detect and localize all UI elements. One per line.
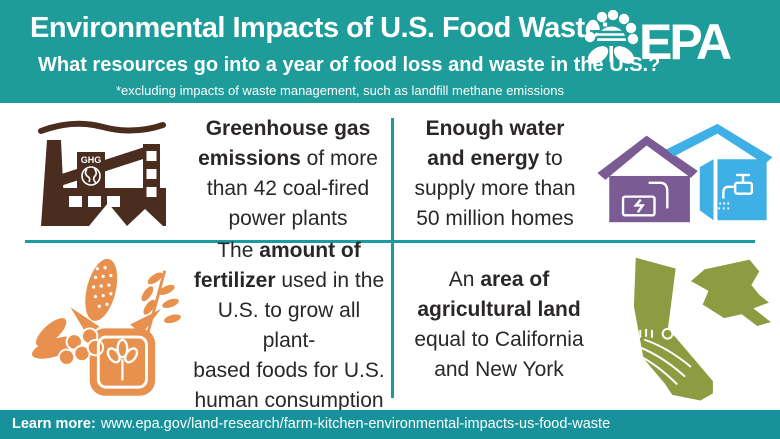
houses-water-energy-icon [593,114,777,234]
quadrant-text: Enough water and energy to supply more t… [414,117,576,230]
quadrant-text: The amount of fertilizer used in the U.S… [193,239,385,412]
factory-ghg-icon: GHG [25,118,187,230]
california-new-york-icon [601,246,777,404]
footer-bar: Learn more: www.epa.gov/land-research/far… [0,410,780,439]
page-title: Environmental Impacts of U.S. Food Waste… [30,12,610,44]
quadrant-water-energy: Enough water and energy to supply more t… [397,110,777,238]
quadrant-greenhouse-gas: GHG Greenhouse gas emissions of more tha… [25,110,389,238]
epa-logo-icon: EPA [584,10,734,70]
footnote-text: *excluding impacts of waste management, … [115,83,564,98]
horizontal-divider [25,240,755,243]
page-subtitle: What resources go into a year of food lo… [38,54,661,76]
quadrant-agricultural-land: An area of agricultural land equal to Ca… [397,244,777,406]
epa-logo-text: EPA [639,14,731,70]
quadrant-fertilizer: The amount of fertilizer used in the U.S… [25,239,389,412]
header-banner: Environmental Impacts of U.S. Food Waste… [0,0,780,103]
quadrant-text: Greenhouse gas emissions of more than 42… [198,117,378,230]
footer-url-link[interactable]: www.epa.gov/land-research/farm-kitchen-e… [100,416,611,432]
vertical-divider [391,118,394,398]
factory-ghg-label: GHG [81,155,102,165]
quadrant-text: An area of agricultural land equal to Ca… [414,268,584,381]
fertilizer-sack-icon [25,250,189,402]
learn-more-label: Learn more: [12,416,96,432]
